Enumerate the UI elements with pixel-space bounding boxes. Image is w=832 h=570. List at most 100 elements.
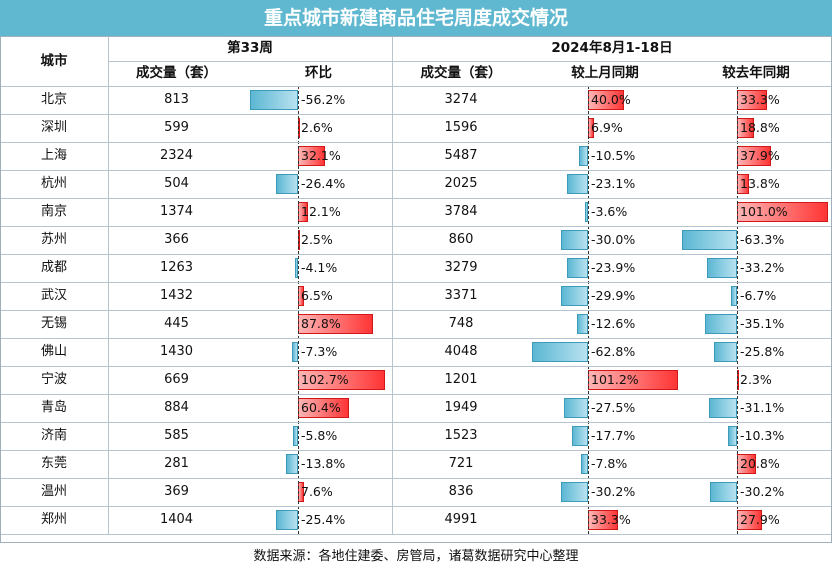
- column-divider: [108, 36, 109, 534]
- wow-label: 60.4%: [301, 400, 341, 415]
- row-divider: [0, 366, 832, 367]
- wow-label: 2.6%: [301, 120, 333, 135]
- volume-week33: 585: [164, 428, 189, 443]
- wow-label: 2.5%: [301, 232, 333, 247]
- volume-week33: 813: [164, 92, 189, 107]
- volume-aug: 748: [448, 316, 474, 331]
- city-name: 北京: [40, 92, 67, 107]
- volume-week33: 599: [164, 120, 189, 135]
- mom-label: -17.7%: [591, 428, 636, 443]
- volume-week33: 884: [164, 400, 189, 415]
- header-yoy: 较去年同期: [722, 65, 790, 81]
- volume-week33: 504: [164, 176, 189, 191]
- yoy-label: 27.9%: [740, 512, 780, 527]
- header-vol-week: 成交量（套）: [136, 65, 217, 81]
- row-divider: [108, 61, 832, 62]
- mom-bar: [578, 146, 588, 166]
- header-wow: 环比: [305, 65, 332, 81]
- yoy-label: 13.8%: [740, 176, 780, 191]
- wow-label: -13.8%: [301, 456, 346, 471]
- volume-week33: 1404: [159, 512, 194, 527]
- yoy-label: -6.7%: [740, 288, 777, 303]
- mom-bar: [561, 286, 588, 306]
- row-divider: [0, 282, 832, 283]
- header-aug: 2024年8月1-18日: [551, 40, 673, 56]
- wow-bar: [275, 174, 298, 194]
- mom-label: 6.9%: [591, 120, 623, 135]
- mom-label: -30.2%: [591, 484, 636, 499]
- wow-bar: [276, 510, 298, 530]
- wow-label: 87.8%: [301, 316, 341, 331]
- city-name: 苏州: [40, 232, 67, 247]
- mom-label: -7.8%: [591, 456, 628, 471]
- row-divider: [0, 534, 832, 535]
- volume-aug: 5487: [444, 148, 478, 163]
- yoy-bar: [709, 482, 737, 502]
- mom-label: -29.9%: [591, 288, 636, 303]
- wow-label: 12.1%: [301, 204, 341, 219]
- wow-label: -7.3%: [301, 344, 338, 359]
- volume-aug: 2025: [444, 176, 478, 191]
- yoy-label: -10.3%: [740, 428, 785, 443]
- yoy-bar: [713, 342, 737, 362]
- volume-aug: 4048: [444, 344, 478, 359]
- volume-aug: 3784: [444, 204, 478, 219]
- wow-label: 102.7%: [301, 372, 349, 387]
- volume-aug: 3274: [444, 92, 478, 107]
- wow-label: -26.4%: [301, 176, 346, 191]
- row-divider: [0, 478, 832, 479]
- mom-bar: [532, 342, 588, 362]
- wow-bar: [291, 342, 298, 362]
- source-note: 数据来源：各地住建委、房管局，诸葛数据研究中心整理: [253, 549, 579, 564]
- mom-label: -3.6%: [591, 204, 628, 219]
- wow-label: -25.4%: [301, 512, 346, 527]
- yoy-bar: [730, 286, 737, 306]
- wow-bar: [286, 454, 298, 474]
- wow-bar: [294, 258, 298, 278]
- yoy-label: 37.9%: [740, 148, 780, 163]
- wow-label: 6.5%: [301, 288, 333, 303]
- mom-label: 40.0%: [591, 92, 631, 107]
- row-divider: [0, 338, 832, 339]
- volume-aug: 721: [448, 456, 474, 471]
- yoy-bar: [707, 258, 737, 278]
- wow-label: -5.8%: [301, 428, 338, 443]
- volume-week33: 366: [164, 232, 189, 247]
- yoy-label: -25.8%: [740, 344, 785, 359]
- volume-aug: 860: [448, 232, 474, 247]
- city-name: 成都: [40, 260, 67, 275]
- city-name: 上海: [40, 148, 67, 163]
- mom-label: 101.2%: [591, 372, 639, 387]
- volume-week33: 2324: [159, 148, 194, 163]
- wow-label: -4.1%: [301, 260, 338, 275]
- yoy-bar: [709, 398, 737, 418]
- mom-bar: [572, 426, 588, 446]
- volume-week33: 1430: [159, 344, 194, 359]
- mom-label: -10.5%: [591, 148, 636, 163]
- mom-bar: [581, 454, 588, 474]
- yoy-label: -35.1%: [740, 316, 785, 331]
- city-name: 宁波: [40, 372, 67, 387]
- mom-bar: [563, 398, 588, 418]
- wow-bar: [250, 90, 298, 110]
- volume-aug: 836: [448, 484, 474, 499]
- mom-bar: [567, 174, 588, 194]
- volume-week33: 1374: [159, 204, 194, 219]
- mom-label: -27.5%: [591, 400, 636, 415]
- volume-aug: 1949: [444, 400, 478, 415]
- yoy-label: 2.3%: [740, 372, 772, 387]
- row-divider: [0, 114, 832, 115]
- wow-label: -56.2%: [301, 92, 346, 107]
- row-divider: [0, 86, 832, 87]
- city-name: 济南: [40, 428, 67, 443]
- city-name: 杭州: [40, 176, 67, 191]
- volume-aug: 3371: [444, 288, 478, 303]
- yoy-bar: [705, 314, 737, 334]
- city-name: 青岛: [40, 400, 67, 415]
- mom-bar: [561, 482, 588, 502]
- yoy-label: -31.1%: [740, 400, 785, 415]
- city-name: 南京: [40, 204, 67, 219]
- row-divider: [0, 422, 832, 423]
- city-name: 佛山: [40, 344, 67, 359]
- mom-label: -12.6%: [591, 316, 636, 331]
